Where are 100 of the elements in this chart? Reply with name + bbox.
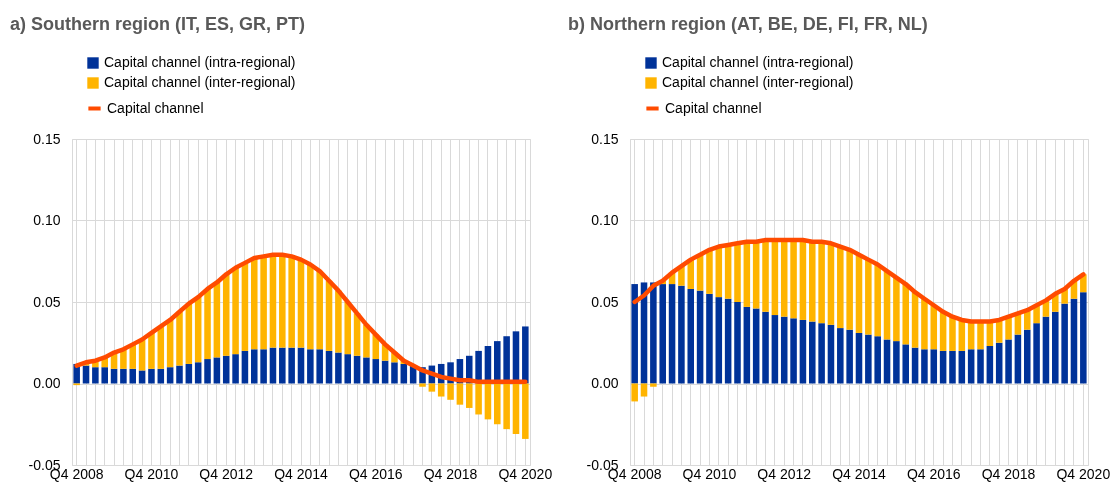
bar bbox=[353, 355, 361, 384]
bar bbox=[893, 341, 900, 384]
bar bbox=[92, 367, 99, 384]
bar bbox=[808, 241, 816, 322]
bar bbox=[696, 290, 704, 384]
bar bbox=[930, 349, 938, 384]
bar bbox=[120, 368, 127, 384]
bar bbox=[799, 319, 807, 384]
bar bbox=[911, 347, 919, 384]
chart-title: b) Northern region (AT, BE, DE, FI, FR, NL) bbox=[568, 14, 928, 34]
bar bbox=[166, 367, 174, 384]
bar bbox=[475, 383, 482, 415]
x-tick-label: Q4 2018 bbox=[423, 465, 478, 482]
bar bbox=[400, 363, 408, 384]
bar bbox=[82, 365, 90, 384]
bar bbox=[522, 326, 529, 384]
bar bbox=[279, 347, 286, 384]
bar bbox=[101, 367, 108, 384]
bar bbox=[204, 288, 211, 360]
bar bbox=[902, 344, 910, 384]
chart-title: a) Southern region (IT, ES, GR, PT) bbox=[10, 14, 306, 34]
bar bbox=[297, 347, 305, 384]
legend-label: Capital channel (intra-regional) bbox=[104, 54, 296, 70]
bar bbox=[185, 363, 193, 384]
bar bbox=[260, 349, 267, 384]
bar bbox=[921, 349, 928, 384]
bar bbox=[1042, 316, 1050, 384]
y-tick-label: 0.15 bbox=[591, 130, 619, 147]
bar bbox=[344, 354, 352, 384]
bar bbox=[176, 311, 183, 366]
bar bbox=[874, 336, 881, 384]
x-tick-label: Q4 2020 bbox=[1056, 465, 1111, 482]
bar bbox=[1023, 329, 1031, 384]
bar bbox=[780, 240, 788, 317]
y-tick-label: 0.00 bbox=[591, 375, 619, 391]
bar bbox=[865, 334, 872, 384]
bar bbox=[706, 249, 713, 294]
bar bbox=[522, 383, 529, 439]
bar bbox=[837, 246, 844, 329]
line-series bbox=[632, 237, 1086, 324]
bar bbox=[494, 383, 501, 425]
x-tick-label: Q4 2016 bbox=[348, 465, 403, 482]
bar bbox=[631, 383, 638, 402]
bar bbox=[902, 284, 910, 345]
bar bbox=[456, 383, 464, 405]
bar bbox=[752, 308, 760, 384]
y-tick-label: 0.00 bbox=[33, 375, 61, 391]
bar bbox=[874, 264, 881, 337]
bar bbox=[307, 264, 314, 350]
y-tick-label: 0.10 bbox=[33, 212, 61, 228]
bar bbox=[977, 349, 984, 384]
bar bbox=[288, 347, 295, 384]
bar bbox=[762, 311, 769, 384]
legend-label: Capital channel (intra-regional) bbox=[662, 54, 854, 70]
bar bbox=[1061, 303, 1068, 384]
bar bbox=[176, 365, 183, 384]
x-tick-label: Q4 2012 bbox=[199, 465, 254, 482]
bar bbox=[939, 350, 947, 384]
bar bbox=[715, 297, 723, 384]
bar bbox=[986, 346, 994, 384]
x-tick-label: Q4 2010 bbox=[682, 465, 737, 482]
bar bbox=[138, 370, 146, 384]
bar bbox=[325, 350, 333, 384]
bar bbox=[706, 293, 713, 384]
line-series bbox=[74, 252, 528, 385]
bar bbox=[1080, 292, 1087, 384]
legend-label: Capital channel (inter-regional) bbox=[662, 74, 854, 90]
bar bbox=[372, 359, 380, 384]
bar bbox=[363, 357, 370, 384]
bar bbox=[213, 357, 221, 384]
bar bbox=[668, 284, 676, 384]
x-tick-label: Q4 2012 bbox=[757, 465, 812, 482]
bar bbox=[949, 350, 956, 384]
x-tick-label: Q4 2010 bbox=[124, 465, 179, 482]
bar bbox=[1005, 339, 1012, 384]
bar bbox=[279, 254, 286, 348]
bar bbox=[437, 383, 445, 397]
bar bbox=[250, 349, 258, 384]
bar bbox=[977, 321, 984, 350]
bar bbox=[232, 354, 239, 384]
bar bbox=[194, 362, 202, 384]
y-tick-label: 0.05 bbox=[33, 293, 61, 310]
bar bbox=[780, 316, 788, 384]
bar bbox=[855, 332, 863, 384]
legend-label: Capital channel bbox=[107, 99, 204, 116]
bar bbox=[631, 284, 638, 384]
bar bbox=[808, 321, 816, 384]
bar bbox=[241, 350, 249, 384]
bar bbox=[995, 342, 1003, 384]
bar bbox=[260, 256, 267, 350]
bar bbox=[316, 349, 323, 384]
bar bbox=[743, 306, 751, 384]
bar bbox=[1052, 311, 1059, 384]
bar bbox=[363, 324, 370, 358]
bar bbox=[1033, 323, 1040, 384]
bar bbox=[316, 271, 323, 350]
bar bbox=[391, 362, 398, 384]
bar bbox=[419, 383, 426, 387]
bar bbox=[734, 302, 741, 384]
bar bbox=[447, 383, 454, 400]
